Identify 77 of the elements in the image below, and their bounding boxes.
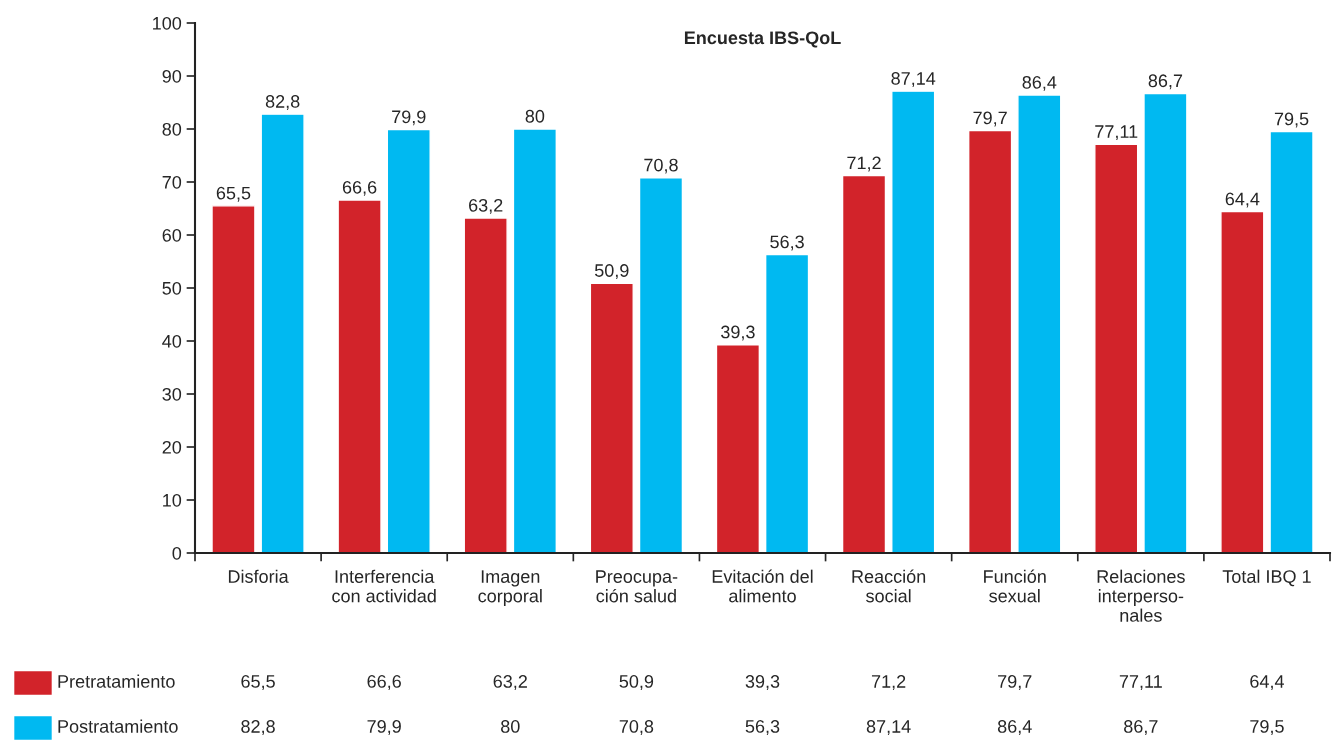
legend-label: Pretratamiento [58, 674, 175, 688]
text: 66,6 [342, 180, 377, 196]
text: 77,11 [1095, 125, 1138, 141]
y-tick-label: 10 [163, 493, 182, 507]
bar [386, 128, 431, 553]
text: 80 [525, 109, 545, 123]
data-label: 39,3 [745, 675, 780, 690]
text: 70,8 [644, 158, 678, 174]
y-tick-label: 50 [162, 281, 182, 295]
data-label: 79,7 [998, 675, 1032, 690]
chart-title: Encuesta IBS-QoL [684, 31, 841, 48]
bar [638, 177, 684, 553]
y-tick-label: 80 [162, 122, 182, 136]
data-label: 86,4 [997, 720, 1032, 735]
data-label: 71,2 [871, 675, 906, 690]
bar [1220, 210, 1265, 553]
text: 86,7 [1148, 74, 1183, 90]
text: 65,5 [216, 186, 251, 202]
bar [512, 128, 558, 553]
x-tick-label: Imagen corporal [478, 570, 542, 606]
data-label: 65,5 [241, 675, 275, 690]
bar [891, 90, 936, 553]
y-tick-label: 0 [172, 546, 182, 560]
y-tick-label: 100 [153, 16, 182, 30]
text: 50,9 [594, 264, 629, 280]
data-label: 50,9 [619, 675, 654, 690]
data-label: 80 [501, 720, 520, 733]
bar [841, 174, 887, 553]
x-tick-label: Relaciones interperso- nales [1097, 569, 1185, 622]
y-tick-label: 60 [162, 228, 182, 242]
data-label: 63,2 [493, 675, 527, 690]
text: 56,3 [770, 235, 804, 251]
text: 86,4 [1022, 75, 1057, 91]
x-tick-label: Reacción social [852, 569, 926, 603]
data-label: 77,11 [1119, 675, 1162, 690]
x-tick-label: Total IBQ 1 [1222, 569, 1311, 587]
y-tick-label: 40 [162, 334, 182, 348]
y-tick-label: 30 [162, 387, 182, 401]
bar [1094, 143, 1139, 553]
text: 87,14 [891, 72, 936, 87]
text: 82,8 [265, 95, 300, 110]
bar [337, 199, 382, 553]
bar [715, 344, 761, 553]
text: 71,2 [847, 156, 881, 172]
bar [211, 205, 256, 553]
bar [1269, 130, 1314, 553]
legend-label: Postratamiento [58, 719, 178, 733]
text: 79,9 [392, 110, 426, 126]
y-tick-label: 20 [162, 440, 182, 454]
bar [589, 282, 634, 553]
bar [967, 129, 1013, 553]
data-label: 82,8 [241, 720, 275, 735]
data-label: 87,14 [866, 720, 911, 735]
y-tick-label: 70 [162, 175, 182, 189]
data-label: 56,3 [745, 720, 780, 735]
bar [463, 217, 508, 553]
data-label: 79,9 [367, 720, 401, 735]
x-tick-label: Evitación del alimento [712, 569, 813, 603]
y-tick-label: 90 [162, 69, 182, 83]
data-label: 70,8 [619, 720, 654, 735]
x-tick-label: Interferencia con actividad [332, 569, 436, 603]
bar [1143, 92, 1188, 553]
bar [764, 253, 810, 553]
text: 63,2 [469, 198, 503, 214]
data-label: 66,6 [367, 675, 401, 690]
text: 79,5 [1274, 112, 1309, 128]
text: 64,4 [1225, 192, 1260, 208]
x-tick-label: Función sexual [984, 569, 1046, 603]
data-label: 64,4 [1250, 675, 1284, 690]
data-label: 79,5 [1250, 720, 1284, 735]
x-tick-label: Preocupa- ción salud [596, 570, 678, 603]
x-tick-label: Disforia [228, 569, 289, 583]
text: 79,7 [973, 111, 1007, 127]
bar [260, 113, 305, 553]
bar [1017, 94, 1062, 553]
data-label: 86,7 [1124, 720, 1158, 735]
text: 39,3 [721, 325, 755, 341]
